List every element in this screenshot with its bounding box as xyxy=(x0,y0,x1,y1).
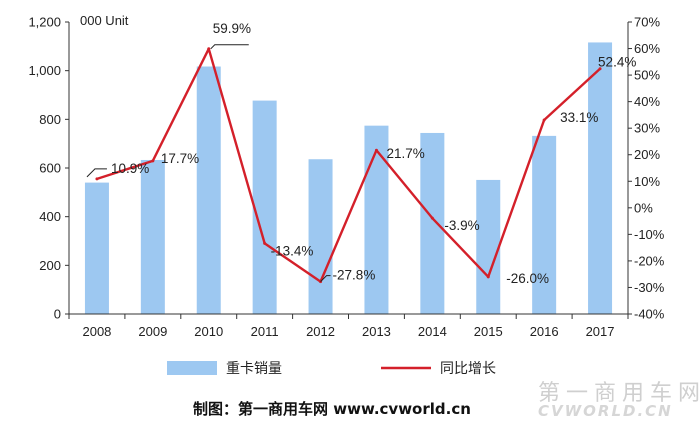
y-tick-label: 200 xyxy=(39,258,61,273)
y-tick-label: 800 xyxy=(39,112,61,127)
line-point xyxy=(542,118,546,122)
watermark-logo: 第一商用车网 CVWORLD.CN xyxy=(538,381,700,420)
line-point xyxy=(598,67,602,71)
bar xyxy=(140,159,165,314)
y-tick-label: 1,200 xyxy=(28,15,61,30)
growth-line xyxy=(96,47,601,283)
bar xyxy=(308,159,333,314)
y2-tick-label: 50% xyxy=(634,68,660,83)
bar xyxy=(84,182,109,314)
y-tick-label: 0 xyxy=(54,307,61,322)
legend: 重卡销量 同比增长 xyxy=(167,361,496,377)
data-labels: 10.9% 17.7% 59.9% -13.4% -27.8% 21.7% -3.9% -26… xyxy=(86,21,636,286)
watermark-text-cn: 第一商用车网 xyxy=(538,381,700,406)
line-data-label: -3.9% xyxy=(444,218,479,233)
y2-tick-label: -40% xyxy=(634,307,665,322)
x-tick-label: 2016 xyxy=(530,324,559,339)
line-data-label: 17.7% xyxy=(161,151,199,166)
line-point xyxy=(207,47,211,51)
y2-tick-label: 70% xyxy=(634,15,660,30)
line-data-label: 10.9% xyxy=(111,161,149,176)
x-tick-label: 2017 xyxy=(586,324,615,339)
bar xyxy=(364,125,389,314)
x-tick-label: 2012 xyxy=(306,324,335,339)
line-data-label: -26.0% xyxy=(506,271,549,286)
x-tick-label: 2008 xyxy=(82,324,111,339)
y-tick-label: 600 xyxy=(39,161,61,176)
x-tick-label: 2009 xyxy=(138,324,167,339)
line-point xyxy=(430,216,434,220)
x-tick-label: 2014 xyxy=(418,324,447,339)
line-point xyxy=(374,148,378,152)
bar xyxy=(532,135,557,314)
watermark-text-en: CVWORLD.CN xyxy=(538,402,673,420)
line-data-label: 33.1% xyxy=(560,110,598,125)
bar-series xyxy=(84,42,613,314)
line-point xyxy=(151,159,155,163)
line-data-label: 21.7% xyxy=(386,146,424,161)
label-leader xyxy=(210,44,249,50)
label-leader xyxy=(320,275,331,282)
x-tick-label: 2010 xyxy=(194,324,223,339)
legend-bar-label: 重卡销量 xyxy=(226,361,282,377)
line-point xyxy=(263,241,267,245)
y2-tick-label: -10% xyxy=(634,227,665,242)
y2-tick-label: 30% xyxy=(634,121,660,136)
bar xyxy=(252,100,277,314)
bar xyxy=(588,42,613,314)
y-tick-label: 1,000 xyxy=(28,63,61,78)
y2-tick-label: -30% xyxy=(634,280,665,295)
y2-tick-label: 40% xyxy=(634,94,660,109)
axes: 0 200 400 600 800 1,000 1,200 -40% -30% -20% -10% 0… xyxy=(28,15,664,340)
y2-tick-label: 0% xyxy=(634,200,653,215)
y2-tick-label: 60% xyxy=(634,41,660,56)
line-data-label: -13.4% xyxy=(271,243,314,258)
legend-bar-swatch xyxy=(167,361,217,375)
line-data-label: -27.8% xyxy=(333,268,376,283)
x-tick-label: 2011 xyxy=(251,324,279,339)
line-data-label: 52.4% xyxy=(598,55,636,70)
bar xyxy=(476,179,501,314)
legend-line-label: 同比增长 xyxy=(440,361,496,377)
y-axis-unit-label: 000 Unit xyxy=(80,13,129,28)
y-tick-label: 400 xyxy=(39,209,61,224)
credit-text: 制图：第一商用车网 www.cvworld.cn xyxy=(193,400,471,418)
bar xyxy=(196,66,221,314)
label-leader xyxy=(86,168,107,178)
y2-tick-label: -20% xyxy=(634,253,665,268)
line-point xyxy=(486,275,490,279)
x-tick-label: 2015 xyxy=(474,324,503,339)
y2-tick-label: 10% xyxy=(634,174,660,189)
line-data-label: 59.9% xyxy=(213,21,251,36)
bar xyxy=(420,132,445,314)
line-point xyxy=(95,177,99,181)
x-tick-label: 2013 xyxy=(362,324,391,339)
y2-tick-label: 20% xyxy=(634,147,660,162)
